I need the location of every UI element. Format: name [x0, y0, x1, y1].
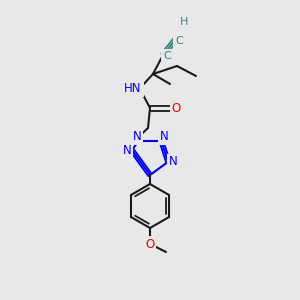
- Text: N: N: [160, 130, 169, 143]
- Text: HN: HN: [124, 82, 142, 95]
- Text: O: O: [146, 238, 154, 250]
- Text: N: N: [133, 130, 141, 143]
- Text: N: N: [169, 155, 177, 168]
- Text: N: N: [123, 144, 131, 157]
- Text: H: H: [180, 17, 188, 27]
- Text: O: O: [171, 101, 181, 115]
- Text: C: C: [163, 51, 171, 61]
- Text: C: C: [175, 36, 183, 46]
